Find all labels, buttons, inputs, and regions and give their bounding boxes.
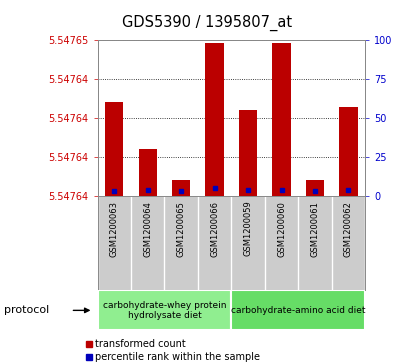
Text: GSM1200066: GSM1200066	[210, 201, 219, 257]
Bar	[98, 290, 232, 330]
Text: GSM1200062: GSM1200062	[344, 201, 353, 257]
Bar	[306, 180, 324, 196]
Bar	[139, 149, 157, 196]
Bar	[339, 107, 358, 196]
Text: carbohydrate-whey protein
hydrolysate diet: carbohydrate-whey protein hydrolysate di…	[103, 301, 226, 320]
Text: GSM1200063: GSM1200063	[110, 201, 119, 257]
Text: protocol: protocol	[4, 305, 49, 315]
Text: GSM1200059: GSM1200059	[244, 201, 253, 257]
Bar	[205, 43, 224, 196]
Legend: transformed count, percentile rank within the sample: transformed count, percentile rank withi…	[82, 335, 264, 363]
Bar	[105, 102, 123, 196]
Bar	[239, 110, 257, 196]
Text: GSM1200060: GSM1200060	[277, 201, 286, 257]
Text: carbohydrate-amino acid diet: carbohydrate-amino acid diet	[231, 306, 366, 315]
Text: GSM1200061: GSM1200061	[310, 201, 320, 257]
Text: GDS5390 / 1395807_at: GDS5390 / 1395807_at	[122, 15, 293, 31]
Bar	[272, 43, 291, 196]
Text: GSM1200065: GSM1200065	[177, 201, 186, 257]
Bar	[232, 290, 365, 330]
Bar	[172, 180, 190, 196]
Text: GSM1200064: GSM1200064	[143, 201, 152, 257]
